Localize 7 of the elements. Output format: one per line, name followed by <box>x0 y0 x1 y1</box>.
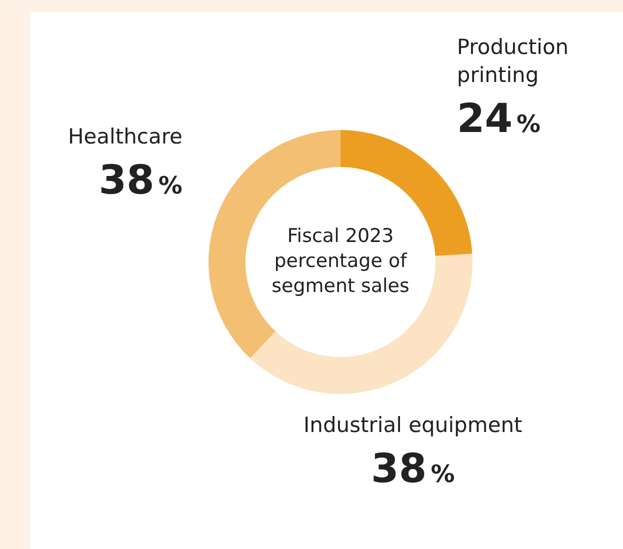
slice-label: Production printing <box>456 35 569 88</box>
data-label: 38% <box>98 157 182 204</box>
slice-label: Healthcare <box>68 124 182 148</box>
slice-label: Industrial equipment <box>303 412 522 437</box>
data-label: 38% <box>371 446 455 492</box>
data-label: 24% <box>456 96 541 142</box>
text: Fiscal 2023 percentage of segment sales <box>272 224 410 297</box>
